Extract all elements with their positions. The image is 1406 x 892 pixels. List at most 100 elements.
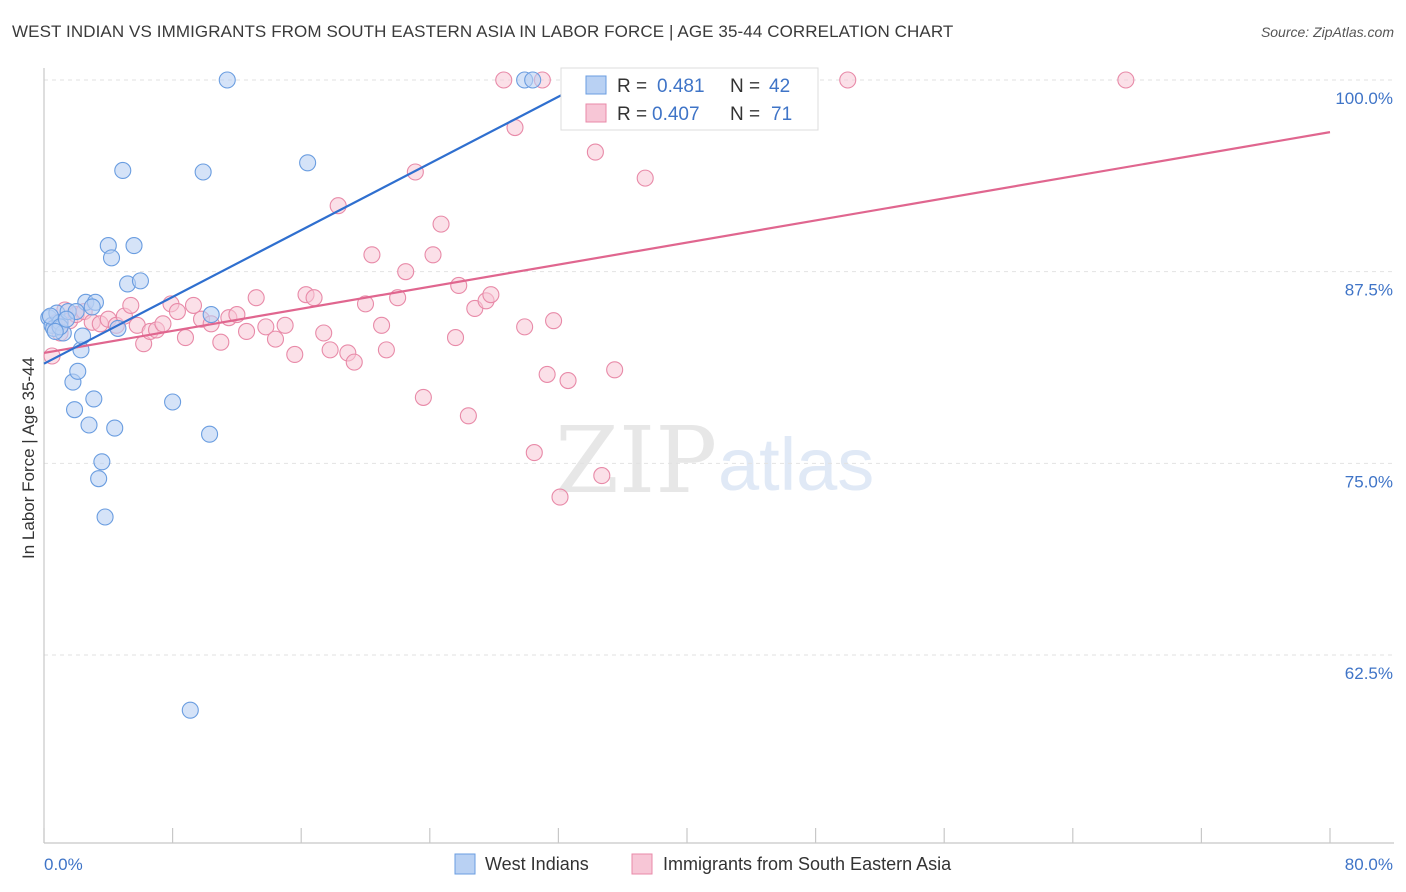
legend-r-label-1: R =: [617, 76, 647, 97]
y-tick-label: 87.5%: [1345, 281, 1393, 300]
data-point-immigrants: [586, 143, 604, 161]
data-point-west-indians: [102, 249, 121, 267]
data-point-immigrants: [184, 296, 203, 314]
data-point-immigrants: [839, 71, 857, 89]
data-point-immigrants: [424, 246, 442, 264]
data-point-immigrants: [593, 467, 611, 485]
data-point-immigrants: [276, 316, 294, 334]
data-point-immigrants: [345, 353, 363, 371]
data-point-immigrants: [321, 341, 339, 359]
data-point-immigrants: [606, 361, 624, 379]
legend-n-label-2: N =: [730, 104, 760, 125]
legend-n-value-immigrants: 71: [771, 104, 792, 125]
data-point-immigrants: [446, 329, 465, 347]
data-point-west-indians: [164, 393, 182, 411]
x-axis-ticks: [43, 828, 1331, 843]
bottom-legend-label-immigrants: Immigrants from South Eastern Asia: [663, 854, 952, 874]
data-point-west-indians: [106, 419, 124, 437]
data-point-immigrants: [154, 315, 172, 333]
y-tick-label: 100.0%: [1335, 89, 1393, 108]
legend-swatch-immigrants: [585, 103, 607, 123]
data-point-immigrants: [516, 318, 534, 336]
data-point-immigrants: [237, 322, 256, 341]
data-point-immigrants: [397, 263, 415, 281]
series-west-indians-points: [40, 71, 542, 719]
data-point-west-indians: [202, 306, 220, 324]
legend-n-label-1: N =: [730, 76, 760, 97]
data-point-west-indians: [114, 161, 132, 180]
data-point-immigrants: [305, 289, 323, 307]
data-point-west-indians: [85, 390, 103, 408]
x-tick-label-max: 80.0%: [1345, 855, 1393, 874]
data-point-immigrants: [266, 330, 285, 348]
data-point-west-indians: [218, 71, 236, 89]
data-point-west-indians: [90, 470, 108, 488]
data-point-immigrants: [257, 318, 275, 336]
chart-title: WEST INDIAN VS IMMIGRANTS FROM SOUTH EAS…: [12, 22, 954, 41]
gridlines: [44, 79, 1394, 656]
trend-line-west-indians: [43, 79, 592, 365]
data-point-immigrants: [315, 324, 333, 342]
watermark-zip: ZIP: [555, 407, 717, 514]
trend-line-immigrants: [43, 131, 1331, 355]
legend-r-label-2: R =: [617, 104, 647, 125]
data-point-west-indians: [96, 508, 114, 526]
data-point-immigrants: [247, 289, 265, 307]
legend-r-value-immigrants: 0.407: [652, 104, 700, 125]
y-axis-label: In Labor Force | Age 35-44: [19, 357, 38, 559]
data-point-immigrants: [482, 286, 500, 304]
bottom-legend-label-west-indians: West Indians: [485, 854, 589, 874]
data-point-west-indians: [69, 362, 87, 380]
data-point-immigrants: [168, 302, 186, 321]
legend-r-value-west-indians: 0.481: [657, 76, 705, 97]
y-tick-label: 75.0%: [1345, 472, 1393, 491]
data-point-immigrants: [538, 365, 556, 383]
data-point-immigrants: [551, 488, 569, 506]
watermark: ZIP atlas: [555, 407, 874, 514]
data-point-west-indians: [125, 237, 143, 255]
bottom-legend-swatch-west-indians: [454, 853, 476, 875]
data-point-immigrants: [432, 215, 450, 233]
data-point-west-indians: [83, 298, 101, 316]
trend-lines: [43, 79, 1331, 365]
data-point-west-indians: [93, 453, 111, 471]
legend-n-value-west-indians: 42: [769, 76, 790, 97]
data-point-west-indians: [80, 416, 98, 434]
data-point-immigrants: [414, 388, 432, 406]
data-point-west-indians: [131, 272, 149, 290]
stats-legend: R = 0.481 N = 42 R = 0.407 N = 71: [560, 67, 819, 131]
y-tick-label: 62.5%: [1345, 664, 1393, 683]
data-point-immigrants: [122, 296, 140, 314]
data-point-immigrants: [1117, 71, 1135, 89]
data-point-west-indians: [41, 307, 59, 325]
data-point-immigrants: [212, 333, 230, 351]
data-point-immigrants: [363, 246, 381, 264]
data-point-immigrants: [377, 341, 395, 359]
data-point-immigrants: [545, 312, 563, 330]
bottom-legend-swatch-immigrants: [631, 853, 653, 875]
data-point-west-indians: [299, 154, 317, 172]
data-point-west-indians: [194, 163, 212, 181]
data-point-west-indians: [57, 310, 76, 328]
data-point-west-indians: [524, 71, 542, 89]
data-point-immigrants: [525, 444, 543, 462]
series-legend: West Indians Immigrants from South Easte…: [454, 853, 952, 875]
data-point-immigrants: [495, 71, 513, 89]
data-point-immigrants: [176, 329, 195, 347]
data-point-immigrants: [459, 407, 477, 425]
legend-swatch-west-indians: [585, 75, 607, 95]
x-tick-label-min: 0.0%: [44, 855, 83, 874]
data-point-west-indians: [46, 322, 64, 341]
data-point-immigrants: [559, 371, 577, 390]
data-point-immigrants: [373, 316, 391, 334]
watermark-atlas: atlas: [718, 423, 874, 506]
data-point-west-indians: [65, 401, 84, 419]
data-point-west-indians: [201, 425, 219, 443]
source-label: Source: ZipAtlas.com: [1260, 24, 1394, 40]
data-point-immigrants: [356, 295, 375, 313]
data-point-immigrants: [636, 169, 654, 187]
y-axis-tick-labels: 62.5% 75.0% 87.5% 100.0%: [1335, 89, 1393, 683]
data-point-west-indians: [181, 701, 199, 719]
data-point-immigrants: [286, 345, 304, 364]
